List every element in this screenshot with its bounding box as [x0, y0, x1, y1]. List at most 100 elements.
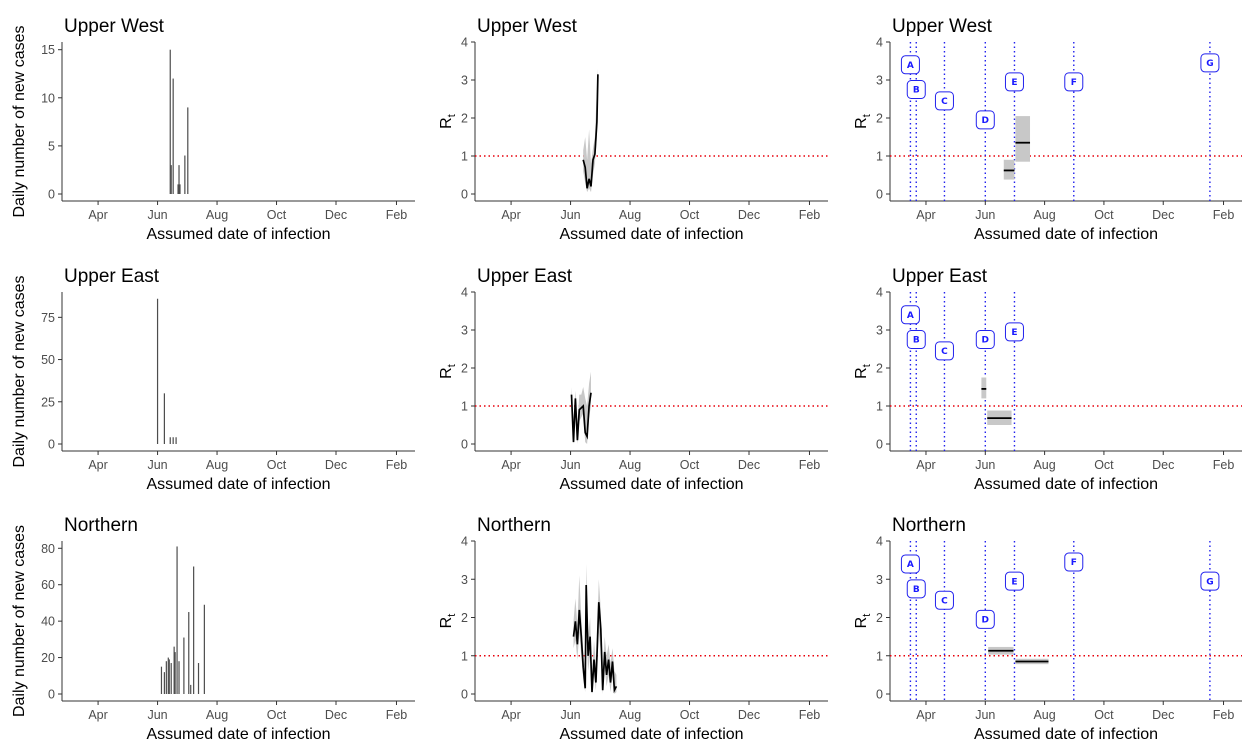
y-axis-label: Rt	[438, 614, 458, 629]
x-tick-label: Jun	[147, 708, 167, 722]
event-label-B: B	[906, 330, 926, 349]
panel-title: Northern	[892, 515, 966, 536]
y-tick-label: 20	[41, 651, 55, 665]
bar	[165, 661, 167, 694]
bar	[178, 661, 180, 694]
bar	[172, 437, 174, 444]
event-label-E: E	[1004, 571, 1024, 591]
y-tick-label: 2	[876, 611, 883, 625]
x-tick-label: Aug	[206, 208, 228, 222]
bar	[203, 604, 205, 694]
x-tick-label: Feb	[1213, 458, 1235, 472]
event-label-box	[1004, 571, 1024, 591]
bar	[190, 684, 192, 694]
panel-title: Northern	[64, 515, 138, 536]
y-tick-label: 50	[41, 353, 55, 367]
x-tick-label: Feb	[799, 708, 821, 722]
event-label-box	[1200, 571, 1220, 591]
event-label-C: C	[934, 590, 954, 610]
y-tick-label: 0	[48, 188, 55, 202]
bar	[188, 612, 190, 694]
event-label-text: B	[913, 336, 920, 346]
x-tick-label: Dec	[325, 458, 347, 472]
x-tick-label: Dec	[738, 208, 760, 222]
bar	[163, 672, 165, 694]
y-tick-label: 4	[876, 36, 883, 50]
event-label-A: A	[900, 554, 920, 574]
event-label-B: B	[906, 80, 926, 99]
event-label-text: G	[1206, 577, 1213, 587]
event-label-box	[906, 579, 926, 599]
x-tick-label: Feb	[386, 458, 408, 472]
event-label-box	[975, 330, 995, 349]
event-label-box	[1004, 72, 1024, 92]
rt-line	[570, 392, 592, 443]
x-tick-label: Feb	[799, 458, 821, 472]
event-label-box	[1064, 552, 1084, 572]
x-tick-label: Feb	[1213, 208, 1235, 222]
x-tick-label: Jun	[975, 458, 995, 472]
y-tick-label: 0	[48, 438, 55, 452]
x-tick-label: Apr	[501, 208, 520, 222]
y-tick-label: 3	[461, 74, 468, 88]
event-label-D: D	[975, 609, 995, 629]
bar	[187, 107, 189, 194]
y-tick-label: 25	[41, 395, 55, 409]
x-tick-label: Dec	[738, 708, 760, 722]
bar	[184, 155, 186, 194]
event-label-box	[934, 590, 954, 610]
event-label-text: F	[1071, 78, 1077, 88]
y-tick-label: 4	[876, 286, 883, 300]
y-tick-label: 2	[876, 362, 883, 376]
x-axis-label: Assumed date of infection	[974, 476, 1158, 493]
event-label-box	[1004, 322, 1024, 342]
x-tick-label: Jun	[975, 208, 995, 222]
panel-title: Upper East	[477, 266, 573, 287]
y-tick-label: 4	[461, 286, 468, 300]
y-tick-label: 4	[461, 535, 468, 549]
y-tick-label: 75	[41, 311, 55, 325]
y-tick-label: 3	[461, 573, 468, 587]
event-label-box	[900, 55, 920, 75]
event-label-A: A	[900, 55, 920, 75]
y-axis-label: Rt	[853, 614, 873, 629]
event-label-D: D	[975, 110, 995, 130]
event-label-box	[906, 330, 926, 349]
event-label-text: B	[913, 585, 920, 595]
bar	[183, 637, 185, 694]
y-tick-label: 0	[876, 688, 883, 702]
event-label-text: D	[982, 336, 989, 346]
x-tick-label: Dec	[325, 708, 347, 722]
y-tick-label: 80	[41, 542, 55, 556]
y-tick-label: 1	[876, 400, 883, 414]
event-label-box	[934, 91, 954, 111]
event-label-text: E	[1011, 78, 1017, 88]
x-tick-label: Oct	[680, 208, 700, 222]
event-label-text: F	[1071, 558, 1077, 568]
bar	[174, 652, 176, 694]
y-tick-label: 0	[461, 438, 468, 452]
bar	[169, 49, 171, 195]
y-tick-label: 0	[876, 438, 883, 452]
event-label-text: A	[907, 311, 914, 321]
y-axis-label: Daily number of new cases	[11, 25, 28, 217]
y-axis-label: Rt	[853, 364, 873, 379]
y-tick-label: 2	[876, 112, 883, 126]
panel-3: Upper West 0 1 2 3 4 Apr Jun Aug Oct Dec Feb Assumed…	[853, 16, 1242, 243]
event-label-box	[1064, 72, 1084, 92]
x-tick-label: Aug	[619, 458, 641, 472]
x-tick-label: Jun	[560, 458, 580, 472]
panel-6: Upper East 0 1 2 3 4 Apr Jun Aug Oct Dec Feb Assumed…	[853, 266, 1242, 493]
x-tick-label: Jun	[147, 208, 167, 222]
event-label-box	[900, 305, 920, 325]
bar	[168, 659, 170, 694]
event-label-text: A	[907, 560, 914, 570]
y-axis-label: Daily number of new cases	[11, 275, 28, 467]
event-label-text: E	[1011, 577, 1017, 587]
rt-line	[572, 584, 618, 694]
event-label-box	[1200, 53, 1220, 73]
bar	[170, 165, 172, 194]
x-axis-label: Assumed date of infection	[146, 726, 330, 743]
event-label-C: C	[934, 341, 954, 361]
